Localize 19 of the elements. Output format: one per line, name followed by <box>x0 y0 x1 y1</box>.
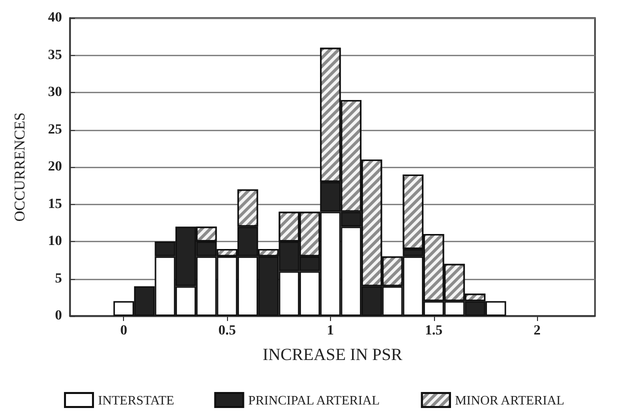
y-tick-label: 10 <box>48 234 62 249</box>
x-tick-label: 2 <box>534 324 541 338</box>
y-axis-title: OCCURRENCES <box>12 112 28 222</box>
x-tick-label: 0 <box>120 324 128 338</box>
y-tick-label: 5 <box>55 271 62 286</box>
legend-label: MINOR ARTERIAL <box>454 392 564 408</box>
y-tick-label: 35 <box>48 48 62 63</box>
legend-label: INTERSTATE <box>98 392 174 408</box>
x-tick-label: 0.5 <box>218 324 236 338</box>
x-axis-title: INCREASE IN PSR <box>262 345 404 364</box>
y-tick-label: 20 <box>48 160 62 174</box>
legend-label: PRINCIPAL ARTERIAL <box>248 392 380 408</box>
x-tick-label: 1 <box>326 324 334 338</box>
y-tick-label: 0 <box>55 308 62 324</box>
y-tick-label: 25 <box>48 122 62 138</box>
x-tick-label: 1.5 <box>425 324 443 338</box>
y-tick-label: 15 <box>48 196 62 212</box>
y-tick-label: 30 <box>48 85 62 100</box>
y-tick-label: 40 <box>48 10 62 26</box>
